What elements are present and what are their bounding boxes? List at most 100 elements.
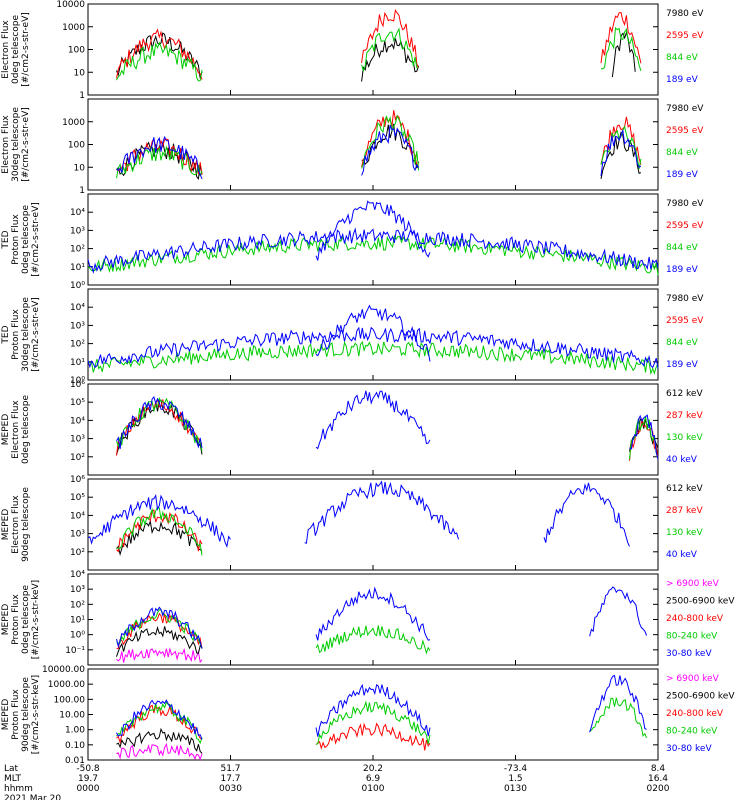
series-blue-trace xyxy=(361,124,420,176)
y-tick-label: 10.00 xyxy=(59,711,85,721)
y-tick-label: 10² xyxy=(70,245,85,255)
legend-entry-3: 844 eV xyxy=(666,338,699,348)
y-axis-label: [#/cm2-s-str-eV] xyxy=(21,12,31,87)
legend-entry-2: 287 keV xyxy=(666,506,703,516)
x-time-label: 0000 xyxy=(77,784,100,794)
y-tick-label: 10 xyxy=(74,68,86,78)
series-red-trace xyxy=(629,418,659,461)
y-axis-label: [#/cm2-s-str-keV] xyxy=(31,580,41,659)
series-blue-trace xyxy=(116,699,203,740)
legend-entry-1: 7980 eV xyxy=(666,294,704,304)
legend-entry-3: 130 keV xyxy=(666,433,703,443)
y-axis-label: TED xyxy=(1,230,11,249)
y-tick-label: 1000 xyxy=(62,118,85,128)
series-blue-trace xyxy=(315,390,431,450)
series-magenta-trace xyxy=(116,647,203,664)
y-tick-label: 10³ xyxy=(70,585,85,595)
y-tick-label: 10¹ xyxy=(70,358,85,368)
legend-entry-4: 40 keV xyxy=(666,550,698,560)
series-green-trace xyxy=(600,26,642,71)
series-black-trace xyxy=(116,519,203,557)
legend-entry-1: 7980 eV xyxy=(666,9,704,19)
y-tick-label: 1 xyxy=(79,91,85,101)
y-axis-label: Electron Flux xyxy=(1,20,11,79)
series-blue-trace xyxy=(116,395,203,450)
series-red-trace xyxy=(315,722,431,751)
x-mlt-label: 16.4 xyxy=(648,774,668,784)
y-tick-label: 10⁵ xyxy=(70,493,85,503)
y-tick-label: 0.01 xyxy=(65,756,85,766)
y-axis-label: [#/cm2-s-str-eV] xyxy=(31,297,41,372)
y-tick-label: 10⁶ xyxy=(70,475,85,485)
series-blue-trace xyxy=(315,683,431,737)
y-tick-label: 10³ xyxy=(70,321,85,331)
legend-entry-3: 844 eV xyxy=(666,53,699,63)
series-green-trace xyxy=(116,145,203,179)
series-green-trace xyxy=(87,234,659,276)
series-red-trace xyxy=(116,612,203,650)
legend-entry-1: > 6900 keV xyxy=(666,674,720,684)
y-tick-label: 10² xyxy=(70,600,85,610)
legend-entry-2: 2500-6900 keV xyxy=(666,597,735,607)
series-green-trace xyxy=(116,701,203,745)
series-blue-trace xyxy=(543,482,630,547)
series-blue-trace xyxy=(315,304,431,362)
series-red-trace xyxy=(116,28,203,80)
series-green-trace xyxy=(116,506,203,556)
x-mlt-label: 1.5 xyxy=(508,774,522,784)
y-axis-label: 0deg telescope xyxy=(21,205,31,275)
legend-entry-2: 287 keV xyxy=(666,411,703,421)
x-lat-label: 20.2 xyxy=(363,764,383,774)
y-tick-label: 10² xyxy=(70,453,85,463)
y-tick-label: 10⁶ xyxy=(70,380,85,390)
series-black-trace xyxy=(116,625,203,657)
y-axis-label: [#/cm2-s-str-keV] xyxy=(31,675,41,754)
panel-frame-6 xyxy=(87,478,659,571)
x-lat-label: 51.7 xyxy=(220,764,240,774)
x-time-label: 0030 xyxy=(219,784,242,794)
legend-entry-2: 2595 eV xyxy=(666,31,704,41)
series-green-trace xyxy=(315,625,431,655)
y-axis-label: 30deg telescope xyxy=(11,107,21,182)
legend-entry-5: 30-80 keV xyxy=(666,744,712,754)
series-green-trace xyxy=(87,340,659,376)
y-tick-label: 1000.00 xyxy=(48,680,85,690)
legend-entry-4: 189 eV xyxy=(666,360,699,370)
y-tick-label: 10⁴ xyxy=(70,511,85,521)
series-red-trace xyxy=(361,8,420,69)
y-tick-label: 10³ xyxy=(70,226,85,236)
legend-entry-1: 612 keV xyxy=(666,389,703,399)
x-row-label: hhmm xyxy=(4,784,33,794)
series-green-trace xyxy=(116,609,203,649)
panel-frame-3 xyxy=(87,193,659,286)
y-axis-label: Electron Flux xyxy=(11,495,21,554)
series-black-trace xyxy=(600,131,642,180)
series-blue-trace xyxy=(589,586,648,637)
series-red-trace xyxy=(116,398,203,456)
legend-entry-3: 130 keV xyxy=(666,528,703,538)
legend-entry-4: 80-240 keV xyxy=(666,632,718,642)
panel-frame-4 xyxy=(87,288,659,381)
x-mlt-label: 6.9 xyxy=(366,774,381,784)
panel-frame-7 xyxy=(87,573,659,666)
legend-entry-1: 612 keV xyxy=(666,484,703,494)
y-tick-label: 100 xyxy=(68,46,85,56)
legend-entry-4: 189 eV xyxy=(666,170,699,180)
series-blue-trace xyxy=(629,414,659,460)
panel-frame-1 xyxy=(87,3,659,96)
y-tick-label: 10² xyxy=(70,340,85,350)
x-row-label: MLT xyxy=(4,774,22,784)
series-green-trace xyxy=(629,415,659,460)
y-tick-label: 10000 xyxy=(56,0,85,10)
x-time-label: 0200 xyxy=(647,784,670,794)
x-lat-label: 8.4 xyxy=(651,764,666,774)
y-tick-label: 10⁰ xyxy=(70,376,85,386)
x-mlt-label: 19.7 xyxy=(78,774,98,784)
y-tick-label: 10³ xyxy=(70,530,85,540)
x-row-label: Lat xyxy=(4,764,19,774)
y-axis-label: 90deg telescope xyxy=(21,677,31,752)
y-axis-label: [#/cm2-s-str-eV] xyxy=(21,107,31,182)
y-axis-label: Proton Flux xyxy=(11,214,21,265)
y-tick-label: 1.00 xyxy=(65,726,85,736)
y-tick-label: 0.10 xyxy=(65,741,85,751)
